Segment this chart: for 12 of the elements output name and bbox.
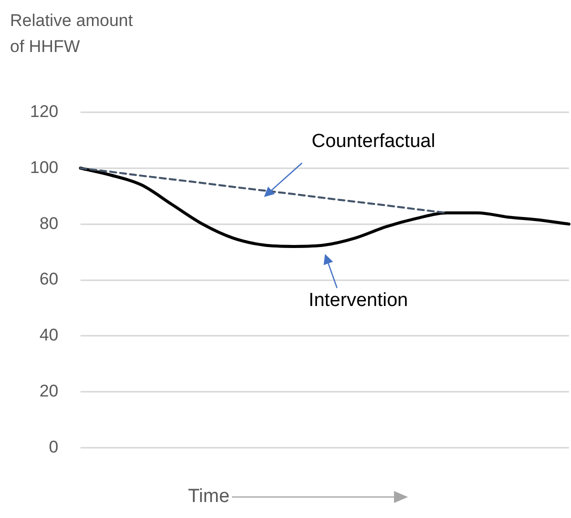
text: Intervention [308,290,408,312]
y-tick-label: 100 [30,158,58,177]
y-axis-title: Relative amount of HHFW [10,10,134,58]
line-series [78,166,570,248]
y-tick-label: 60 [39,270,58,289]
y-tick-label: 0 [48,437,58,456]
y-tick-label: 40 [39,326,58,345]
y-tick-label: 120 [30,102,58,121]
y-tick-label: 80 [39,214,58,233]
y-tick-label: 20 [39,382,58,401]
text: Counterfactual [312,130,436,152]
x-axis-title: Time [188,486,230,508]
